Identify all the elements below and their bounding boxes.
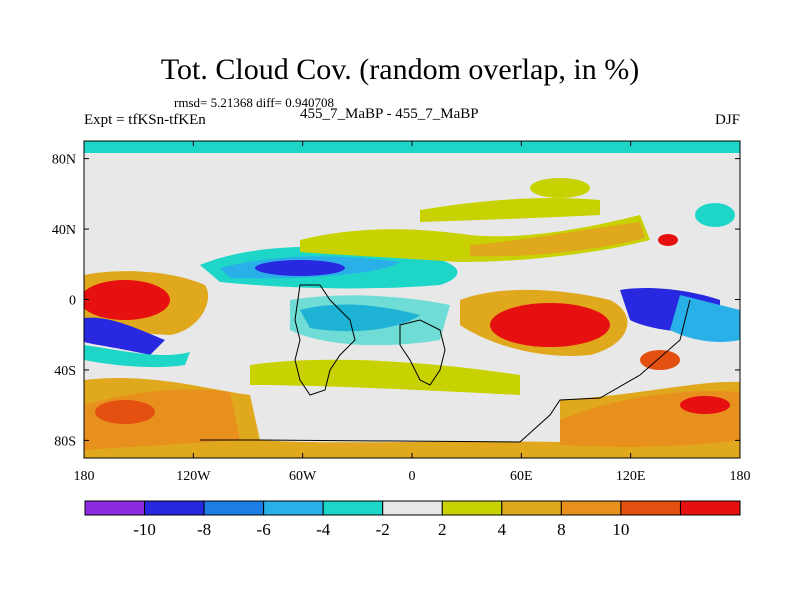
nh-positive-north [420, 198, 600, 222]
nh-polar-band [84, 141, 740, 153]
colorbar-label: -6 [257, 520, 271, 539]
colorbar-label: -10 [133, 520, 156, 539]
nh-upper-patch [530, 178, 590, 198]
y-tick-label: 40S [54, 364, 76, 379]
indian-red-core [490, 303, 610, 347]
contour-field [84, 141, 740, 458]
coast-outline-africa [399, 319, 446, 386]
nh-east-green [695, 203, 735, 227]
colorbar-label: 2 [438, 520, 447, 539]
x-tick-label: 180 [730, 469, 751, 484]
colorbar-label: -8 [197, 520, 211, 539]
colorbar-swatch [441, 500, 503, 516]
colorbar-label: 10 [612, 520, 629, 539]
chart-title: Tot. Cloud Cov. (random overlap, in %) [160, 53, 640, 86]
colorbar-label: 4 [498, 520, 507, 539]
comparison-label: 455_7_MaBP - 455_7_MaBP [300, 106, 479, 122]
x-tick-label: 0 [409, 469, 416, 484]
x-tick-label: 180 [74, 469, 95, 484]
sh-yellow-band [250, 359, 520, 395]
colorbar: -10 -8 -6 -4 -2 2 4 8 10 [84, 500, 741, 539]
central-negative-edge [290, 295, 450, 346]
x-tick-label: 120E [616, 469, 646, 484]
colorbar-swatch [322, 500, 384, 516]
experiment-label: Expt = tfKSn-tfKEn [84, 112, 206, 128]
x-axis: 180 120W 60W 0 60E 120E 180 [74, 141, 751, 484]
atlantic-core [255, 260, 345, 276]
nh-east-red [658, 234, 678, 246]
nh-positive-east [470, 222, 645, 257]
colorbar-label: -2 [376, 520, 390, 539]
x-tick-label: 60E [510, 469, 533, 484]
colorbar-swatch [84, 500, 146, 516]
colorbar-swatch [560, 500, 622, 516]
y-tick-label: 80S [54, 434, 76, 449]
x-tick-label: 60W [289, 469, 317, 484]
colorbar-swatch [263, 500, 324, 516]
coast-outline-antarctica [200, 299, 691, 443]
coast-outline-americas [294, 284, 356, 396]
colorbar-label: 8 [557, 520, 566, 539]
colorbar-swatch [501, 500, 562, 516]
pacific-negative-edge [84, 345, 190, 368]
west-pacific-edge [670, 295, 740, 342]
sh-red-patch-west [95, 400, 155, 424]
y-tick-label: 80N [52, 153, 76, 168]
colorbar-swatch [382, 500, 443, 516]
season-label: DJF [714, 112, 740, 128]
colorbar-label: -4 [316, 520, 331, 539]
sh-red-patch-east [680, 396, 730, 414]
colorbar-swatch [144, 500, 205, 516]
colorbar-swatch [679, 500, 741, 516]
y-tick-label: 40N [52, 223, 76, 238]
y-axis: 80N 40N 0 40S 80S [52, 153, 740, 449]
west-pacific-red [640, 350, 680, 370]
stats-text: rmsd= 5.21368 diff= 0.940708 [174, 95, 334, 110]
pacific-red-core [84, 280, 170, 320]
colorbar-swatch [620, 500, 681, 516]
colorbar-swatch [203, 500, 265, 516]
x-tick-label: 120W [176, 469, 211, 484]
pacific-negative [84, 317, 165, 355]
y-tick-label: 0 [69, 294, 76, 309]
